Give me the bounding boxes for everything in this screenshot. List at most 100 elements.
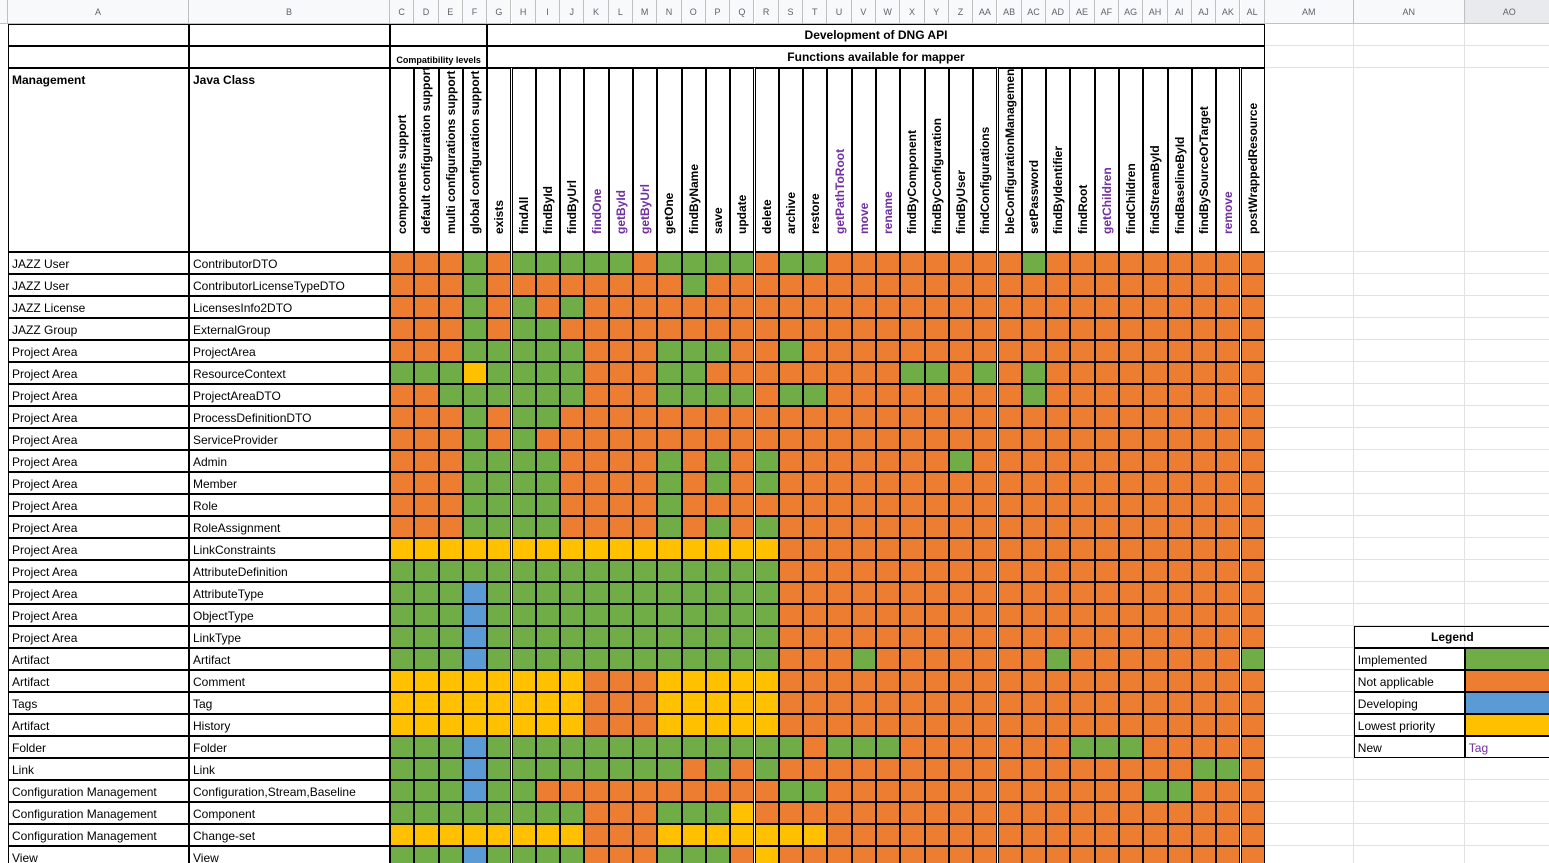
management-cell[interactable]: JAZZ License <box>8 296 189 318</box>
status-cell[interactable] <box>948 626 974 648</box>
status-cell[interactable] <box>754 384 779 406</box>
status-cell[interactable] <box>803 472 828 494</box>
status-cell[interactable] <box>730 736 755 758</box>
status-cell[interactable] <box>633 384 658 406</box>
status-cell[interactable] <box>730 648 755 670</box>
status-cell[interactable] <box>997 362 1022 384</box>
status-cell[interactable] <box>827 428 852 450</box>
status-cell[interactable] <box>608 802 633 824</box>
status-cell[interactable] <box>1046 626 1071 648</box>
status-cell[interactable] <box>487 384 512 406</box>
management-cell[interactable]: Project Area <box>8 538 189 560</box>
status-cell[interactable] <box>560 846 585 863</box>
status-cell[interactable] <box>876 670 901 692</box>
java-class-cell[interactable]: ProjectAreaDTO <box>189 384 390 406</box>
status-cell[interactable] <box>1240 692 1265 714</box>
status-cell[interactable] <box>1240 846 1265 863</box>
status-cell[interactable] <box>851 384 876 406</box>
status-cell[interactable] <box>487 428 512 450</box>
status-cell[interactable] <box>1191 670 1217 692</box>
status-cell[interactable] <box>535 846 561 863</box>
status-cell[interactable] <box>827 648 852 670</box>
status-cell[interactable] <box>851 560 876 582</box>
status-cell[interactable] <box>705 494 731 516</box>
status-cell[interactable] <box>778 406 804 428</box>
status-cell[interactable] <box>754 670 779 692</box>
status-cell[interactable] <box>948 318 974 340</box>
status-cell[interactable] <box>1021 824 1047 846</box>
status-cell[interactable] <box>827 736 852 758</box>
status-cell[interactable] <box>1143 604 1168 626</box>
status-cell[interactable] <box>851 362 876 384</box>
status-cell[interactable] <box>997 846 1022 863</box>
status-cell[interactable] <box>1240 758 1265 780</box>
status-cell[interactable] <box>1070 340 1095 362</box>
status-cell[interactable] <box>778 538 804 560</box>
status-cell[interactable] <box>973 318 998 340</box>
status-cell[interactable] <box>803 384 828 406</box>
status-cell[interactable] <box>778 824 804 846</box>
status-cell[interactable] <box>924 780 949 802</box>
status-cell[interactable] <box>584 450 609 472</box>
status-cell[interactable] <box>584 560 609 582</box>
status-cell[interactable] <box>438 648 463 670</box>
status-cell[interactable] <box>1046 252 1071 274</box>
status-cell[interactable] <box>414 626 439 648</box>
status-cell[interactable] <box>1240 802 1265 824</box>
status-cell[interactable] <box>487 472 512 494</box>
status-cell[interactable] <box>997 648 1022 670</box>
status-cell[interactable] <box>754 714 779 736</box>
status-cell[interactable] <box>657 824 682 846</box>
status-cell[interactable] <box>973 450 998 472</box>
column-header-ab[interactable]: AB <box>997 0 1022 24</box>
status-cell[interactable] <box>778 692 804 714</box>
status-cell[interactable] <box>803 494 828 516</box>
status-cell[interactable] <box>754 824 779 846</box>
status-cell[interactable] <box>1191 648 1217 670</box>
status-cell[interactable] <box>1240 560 1265 582</box>
status-cell[interactable] <box>876 626 901 648</box>
status-cell[interactable] <box>900 384 925 406</box>
status-cell[interactable] <box>657 318 682 340</box>
status-cell[interactable] <box>390 670 415 692</box>
status-cell[interactable] <box>803 296 828 318</box>
management-cell[interactable]: JAZZ User <box>8 252 189 274</box>
status-cell[interactable] <box>730 582 755 604</box>
status-cell[interactable] <box>1119 406 1144 428</box>
status-cell[interactable] <box>560 252 585 274</box>
status-cell[interactable] <box>657 670 682 692</box>
status-cell[interactable] <box>851 340 876 362</box>
status-cell[interactable] <box>633 516 658 538</box>
status-cell[interactable] <box>1046 736 1071 758</box>
status-cell[interactable] <box>560 428 585 450</box>
status-cell[interactable] <box>414 846 439 863</box>
status-cell[interactable] <box>681 384 706 406</box>
status-cell[interactable] <box>948 274 974 296</box>
status-cell[interactable] <box>1143 670 1168 692</box>
management-cell[interactable]: Project Area <box>8 560 189 582</box>
status-cell[interactable] <box>462 274 488 296</box>
status-cell[interactable] <box>1119 648 1144 670</box>
status-cell[interactable] <box>924 340 949 362</box>
status-cell[interactable] <box>681 274 706 296</box>
status-cell[interactable] <box>924 560 949 582</box>
status-cell[interactable] <box>487 582 512 604</box>
status-cell[interactable] <box>511 274 536 296</box>
status-cell[interactable] <box>1216 450 1241 472</box>
management-cell[interactable]: Configuration Management <box>8 824 189 846</box>
column-header-i[interactable]: I <box>535 0 561 24</box>
status-cell[interactable] <box>1191 824 1217 846</box>
status-cell[interactable] <box>1216 846 1241 863</box>
status-cell[interactable] <box>633 758 658 780</box>
status-cell[interactable] <box>997 296 1022 318</box>
status-cell[interactable] <box>730 296 755 318</box>
status-cell[interactable] <box>511 736 536 758</box>
status-cell[interactable] <box>487 714 512 736</box>
status-cell[interactable] <box>462 758 488 780</box>
status-cell[interactable] <box>657 714 682 736</box>
status-cell[interactable] <box>730 670 755 692</box>
status-cell[interactable] <box>1191 802 1217 824</box>
status-cell[interactable] <box>535 604 561 626</box>
status-cell[interactable] <box>803 252 828 274</box>
status-cell[interactable] <box>462 846 488 863</box>
